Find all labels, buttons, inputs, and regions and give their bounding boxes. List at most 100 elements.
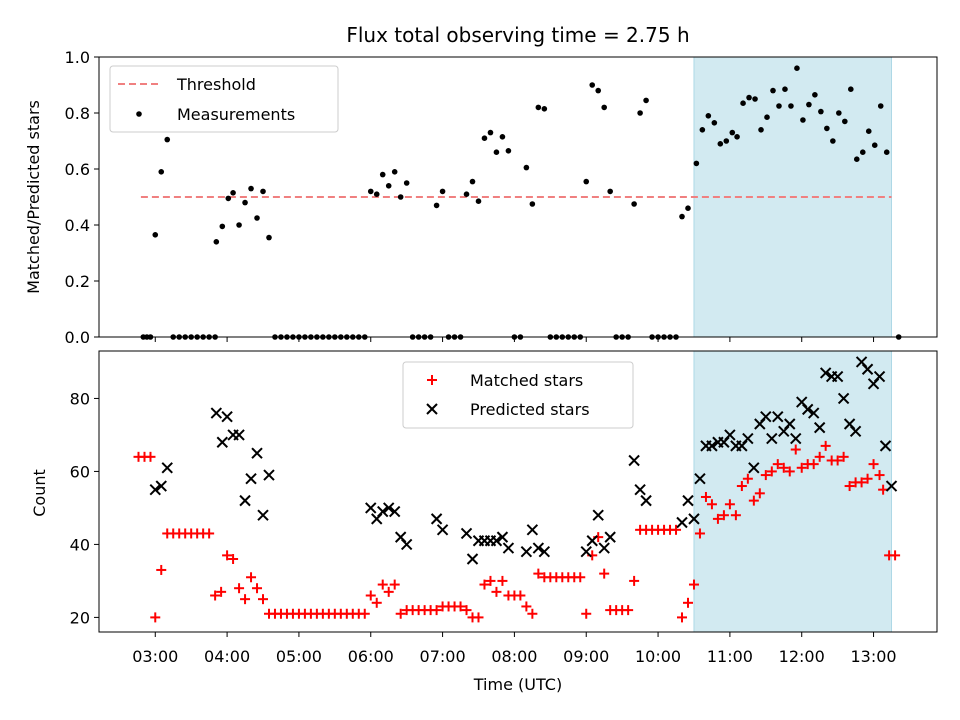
matched-star-point — [754, 488, 765, 499]
measurement-point — [794, 65, 800, 71]
matched-star-point — [150, 612, 161, 623]
predicted-star-point — [688, 513, 700, 525]
measurement-point — [830, 138, 836, 144]
predicted-star-point — [837, 392, 850, 405]
measurement-point — [373, 191, 380, 197]
x-tick-label: 04:00 — [204, 647, 250, 666]
matched-star-point — [240, 594, 251, 605]
measurement-point — [699, 127, 706, 133]
measurement-point — [848, 86, 854, 92]
x-tick-label: 11:00 — [707, 647, 753, 666]
measurement-point — [367, 188, 374, 195]
y-tick-label: 40 — [70, 535, 90, 554]
predicted-star-point — [831, 370, 844, 383]
measurement-point — [397, 194, 404, 200]
bottom-highlight-span — [693, 350, 893, 633]
measurement-point — [776, 103, 782, 109]
predicted-star-point — [496, 531, 509, 543]
matched-star-point — [461, 605, 472, 616]
measurement-point — [859, 149, 866, 155]
matched-star-point — [890, 550, 901, 561]
x-tick-label: 03:00 — [132, 647, 178, 666]
measurement-point — [758, 127, 764, 133]
matched-star-point — [706, 499, 717, 510]
matched-star-point — [832, 455, 843, 466]
matched-star-point — [359, 608, 370, 619]
matched-star-point — [682, 597, 693, 608]
measurement-point — [752, 96, 758, 102]
predicted-star-point — [813, 421, 826, 434]
y-tick-label: 0.8 — [65, 104, 90, 123]
matched-star-point — [730, 510, 741, 521]
matched-star-point — [246, 572, 257, 583]
predicted-star-point — [807, 407, 820, 419]
measurement-point — [812, 92, 818, 98]
measurement-point — [158, 169, 165, 175]
measurement-point — [871, 142, 878, 148]
predicted-star-point — [676, 516, 688, 529]
measurement-point — [493, 149, 500, 155]
measurement-point — [764, 114, 770, 120]
measurement-point — [607, 188, 613, 195]
matched-star-point — [623, 605, 634, 616]
matched-star-point — [473, 612, 484, 623]
measurement-point — [637, 110, 643, 116]
predicted-star-point — [155, 480, 167, 492]
predicted-star-point — [784, 418, 796, 430]
matched-star-point — [718, 510, 729, 521]
predicted-star-point — [436, 524, 449, 536]
matched-star-point — [204, 528, 215, 539]
matched-star-point — [629, 575, 640, 586]
legend-matched-label: Matched stars — [470, 371, 583, 390]
predicted-star-point — [460, 527, 473, 540]
measurement-point — [643, 97, 649, 104]
x-axis-label: Time (UTC) — [473, 675, 562, 694]
measurement-point — [463, 191, 470, 197]
matched-star-point — [742, 473, 753, 484]
measurement-point — [865, 128, 872, 134]
measurement-point — [631, 201, 637, 207]
measurement-point — [770, 87, 776, 94]
matched-star-point — [784, 466, 795, 477]
measurement-point — [589, 82, 596, 88]
measurement-point — [529, 201, 536, 207]
predicted-star-point — [526, 524, 539, 536]
measurement-point — [723, 138, 730, 144]
matched-star-point — [724, 499, 735, 510]
x-tick-label: 08:00 — [491, 647, 537, 666]
matched-star-point — [521, 601, 532, 612]
predicted-star-point — [802, 403, 814, 416]
measurement-point — [219, 223, 226, 230]
measurement-point — [836, 110, 842, 116]
matched-star-point — [228, 554, 239, 565]
matched-star-point — [497, 575, 508, 586]
matched-star-point — [760, 470, 771, 481]
predicted-star-point — [742, 432, 754, 445]
predicted-star-point — [239, 494, 251, 507]
top-legend-box — [109, 65, 339, 133]
predicted-star-point — [748, 462, 760, 474]
top-y-axis: 0.0 0.2 0.4 0.6 0.8 1.0 — [65, 48, 99, 347]
matched-star-point — [455, 601, 466, 612]
x-tick-label: 13:00 — [850, 647, 896, 666]
measurement-point — [469, 178, 476, 185]
matched-star-point — [778, 462, 789, 473]
matched-star-point — [485, 575, 496, 586]
predicted-star-point — [388, 505, 401, 518]
top-panel: 0.0 0.2 0.4 0.6 0.8 1.0 Matched/Predicted sta… — [24, 48, 938, 347]
measurement-point — [806, 101, 812, 108]
predicted-star-point — [766, 432, 778, 445]
measurement-point — [818, 108, 824, 115]
y-tick-label: 1.0 — [65, 48, 90, 67]
measurement-point — [693, 160, 700, 167]
matched-star-point — [700, 491, 711, 502]
y-tick-label: 0.6 — [65, 160, 90, 179]
matched-star-point — [736, 481, 747, 492]
y-tick-label: 0.2 — [65, 272, 90, 291]
matched-star-point — [515, 590, 526, 601]
matched-star-point — [796, 462, 807, 473]
x-tick-label: 05:00 — [276, 647, 322, 666]
predicted-star-point — [772, 410, 784, 423]
x-tick-label: 07:00 — [420, 647, 466, 666]
